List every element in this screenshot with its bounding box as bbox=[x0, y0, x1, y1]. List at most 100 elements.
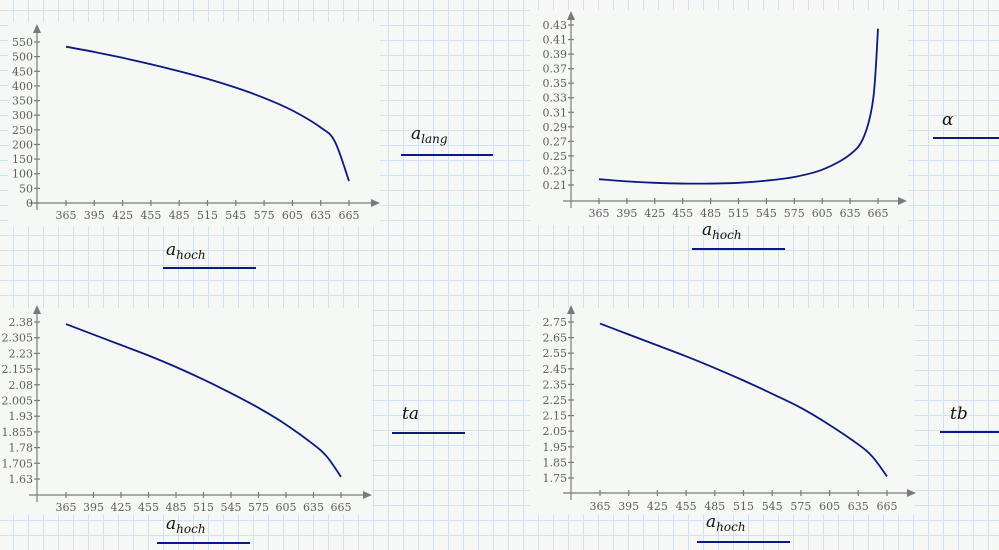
x-axis-placeholder-chart3[interactable] bbox=[157, 542, 250, 544]
y-tick-label: 1.63 bbox=[9, 473, 34, 486]
y-tick-label: 400 bbox=[12, 80, 33, 93]
y-axis-label-chart1[interactable]: alang bbox=[411, 124, 448, 146]
y-tick-label: 1.855 bbox=[2, 426, 34, 439]
x-tick-label: 365 bbox=[56, 209, 77, 222]
y-tick-label: 350 bbox=[12, 95, 33, 108]
x-tick-label: 605 bbox=[276, 501, 297, 514]
x-tick-label: 425 bbox=[111, 501, 132, 514]
x-tick-label: 365 bbox=[56, 501, 77, 514]
y-tick-label: 2.08 bbox=[9, 379, 34, 392]
plot-ta[interactable] bbox=[0, 308, 372, 515]
x-axis-arrow-icon bbox=[363, 491, 372, 499]
y-tick-label: 50 bbox=[19, 182, 33, 195]
y-tick-label: 1.78 bbox=[9, 442, 34, 455]
x-tick-label: 515 bbox=[193, 501, 214, 514]
x-tick-label: 455 bbox=[672, 207, 693, 220]
x-tick-label: 455 bbox=[140, 209, 161, 222]
y-tick-label: 0.31 bbox=[543, 106, 568, 119]
x-axis-placeholder-chart2[interactable] bbox=[692, 248, 785, 250]
x-tick-label: 395 bbox=[84, 209, 105, 222]
y-tick-label: 450 bbox=[12, 65, 33, 78]
x-tick-label: 395 bbox=[83, 501, 104, 514]
x-tick-label: 425 bbox=[647, 500, 668, 513]
y-axis-placeholder-chart1[interactable] bbox=[401, 154, 493, 156]
x-tick-label: 515 bbox=[728, 207, 749, 220]
x-tick-label: 425 bbox=[112, 209, 133, 222]
x-tick-label: 425 bbox=[644, 207, 665, 220]
y-tick-label: 0.29 bbox=[543, 121, 568, 134]
y-tick-label: 2.15 bbox=[543, 410, 568, 423]
y-tick-label: 2.45 bbox=[543, 363, 568, 376]
x-axis-placeholder-chart4[interactable] bbox=[697, 541, 790, 543]
y-tick-label: 0.39 bbox=[543, 48, 568, 61]
x-tick-label: 575 bbox=[254, 209, 275, 222]
y-tick-label: 1.95 bbox=[543, 441, 568, 454]
y-axis-placeholder-chart4[interactable] bbox=[940, 431, 999, 433]
y-tick-label: 0.23 bbox=[543, 164, 568, 177]
y-tick-label: 2.005 bbox=[2, 395, 34, 408]
x-tick-label: 545 bbox=[225, 209, 246, 222]
y-tick-label: 2.38 bbox=[9, 316, 34, 329]
x-tick-label: 575 bbox=[790, 500, 811, 513]
x-tick-label: 635 bbox=[303, 501, 324, 514]
x-tick-label: 635 bbox=[848, 500, 869, 513]
y-tick-label: 2.155 bbox=[2, 363, 34, 376]
y-tick-label: 2.65 bbox=[543, 332, 568, 345]
y-axis-label-chart4[interactable]: tb bbox=[950, 404, 968, 424]
x-axis-label-chart1[interactable]: ahoch bbox=[166, 240, 206, 262]
x-axis-label-chart2[interactable]: ahoch bbox=[702, 220, 742, 242]
x-axis-placeholder-chart1[interactable] bbox=[163, 267, 256, 269]
plot-tb[interactable] bbox=[530, 308, 915, 515]
x-tick-label: 605 bbox=[812, 207, 833, 220]
x-axis-label-chart3[interactable]: ahoch bbox=[166, 514, 206, 536]
y-tick-label: 1.93 bbox=[9, 410, 34, 423]
y-axis-arrow-icon bbox=[567, 11, 575, 20]
y-tick-label: 150 bbox=[12, 153, 33, 166]
x-axis-arrow-icon bbox=[898, 197, 907, 205]
y-tick-label: 2.55 bbox=[543, 347, 568, 360]
x-axis-label-chart4[interactable]: ahoch bbox=[706, 512, 746, 534]
x-tick-label: 545 bbox=[221, 501, 242, 514]
y-tick-label: 2.23 bbox=[9, 347, 34, 360]
data-curve bbox=[598, 28, 879, 185]
data-curve bbox=[65, 323, 342, 478]
y-tick-label: 2.35 bbox=[543, 378, 568, 391]
y-tick-label: 0.21 bbox=[543, 179, 568, 192]
y-axis-label-chart2[interactable]: α bbox=[942, 110, 954, 130]
y-tick-label: 2.75 bbox=[543, 316, 568, 329]
plot-alpha[interactable] bbox=[530, 10, 908, 225]
y-tick-label: 1.75 bbox=[543, 472, 568, 485]
y-tick-label: 0.25 bbox=[543, 150, 568, 163]
x-tick-label: 485 bbox=[704, 500, 725, 513]
y-axis-label-chart3[interactable]: ta bbox=[402, 404, 419, 424]
y-axis-arrow-icon bbox=[567, 305, 575, 314]
x-tick-label: 515 bbox=[733, 500, 754, 513]
y-tick-label: 0.35 bbox=[543, 77, 568, 90]
x-tick-label: 455 bbox=[138, 501, 159, 514]
y-tick-label: 0.43 bbox=[543, 19, 568, 32]
y-tick-label: 250 bbox=[12, 124, 33, 137]
y-tick-label: 100 bbox=[12, 168, 33, 181]
y-tick-label: 1.705 bbox=[2, 457, 34, 470]
x-tick-label: 635 bbox=[310, 209, 331, 222]
data-curve bbox=[65, 45, 350, 182]
y-tick-label: 500 bbox=[12, 51, 33, 64]
x-tick-label: 395 bbox=[618, 500, 639, 513]
x-tick-label: 485 bbox=[166, 501, 187, 514]
x-tick-label: 485 bbox=[169, 209, 190, 222]
y-tick-label: 2.25 bbox=[543, 394, 568, 407]
x-tick-label: 665 bbox=[868, 207, 889, 220]
y-axis-placeholder-chart3[interactable] bbox=[392, 432, 465, 434]
x-axis-arrow-icon bbox=[907, 489, 916, 497]
x-tick-label: 545 bbox=[756, 207, 777, 220]
y-axis-placeholder-chart2[interactable] bbox=[933, 137, 999, 139]
y-tick-label: 550 bbox=[12, 36, 33, 49]
y-tick-label: 0.37 bbox=[543, 63, 568, 76]
x-tick-label: 605 bbox=[819, 500, 840, 513]
x-axis-arrow-icon bbox=[371, 199, 380, 207]
y-tick-label: 0.27 bbox=[543, 135, 568, 148]
